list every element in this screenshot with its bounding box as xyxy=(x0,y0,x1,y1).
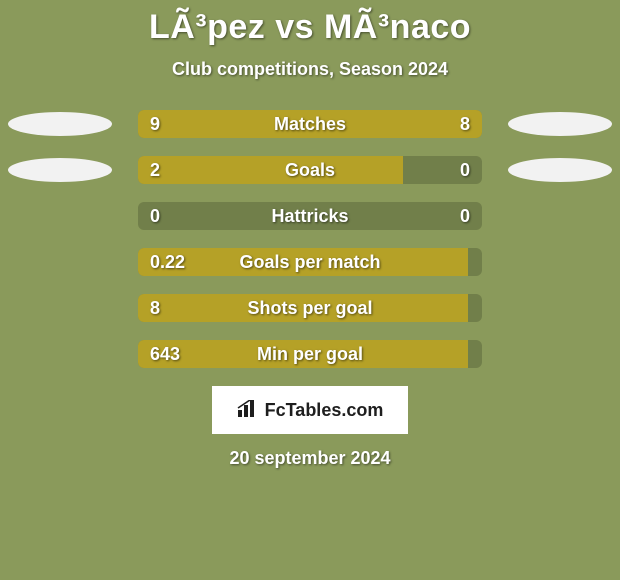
footer-date: 20 september 2024 xyxy=(0,448,620,469)
stat-bar-track xyxy=(138,202,482,230)
stat-bar-left xyxy=(138,156,403,184)
stat-row: Min per goal643 xyxy=(0,340,620,368)
bar-chart-icon xyxy=(237,400,259,421)
player-avatar-right xyxy=(508,112,612,136)
player-avatar-right xyxy=(508,158,612,182)
stat-bar-track xyxy=(138,294,482,322)
stat-bar-left xyxy=(138,110,320,138)
brand-badge[interactable]: FcTables.com xyxy=(212,386,408,434)
stat-row: Goals per match0.22 xyxy=(0,248,620,276)
stat-bar-track xyxy=(138,340,482,368)
stat-bar-left xyxy=(138,248,468,276)
stat-bar-right xyxy=(320,110,482,138)
stat-bar-track xyxy=(138,156,482,184)
stat-bar-track xyxy=(138,110,482,138)
page-subtitle: Club competitions, Season 2024 xyxy=(0,59,620,80)
stat-row: Matches98 xyxy=(0,110,620,138)
brand-text: FcTables.com xyxy=(265,400,384,421)
comparison-card: LÃ³pez vs MÃ³naco Club competitions, Sea… xyxy=(0,0,620,580)
player-avatar-left xyxy=(8,158,112,182)
stat-row: Shots per goal8 xyxy=(0,294,620,322)
stat-bar-left xyxy=(138,294,468,322)
stat-bar-left xyxy=(138,340,468,368)
page-title: LÃ³pez vs MÃ³naco xyxy=(0,8,620,47)
stat-bar-track xyxy=(138,248,482,276)
stat-rows: Matches98 Goals20 Hattricks00 Goals per mat… xyxy=(0,110,620,368)
stat-row: Goals20 xyxy=(0,156,620,184)
stat-row: Hattricks00 xyxy=(0,202,620,230)
player-avatar-left xyxy=(8,112,112,136)
